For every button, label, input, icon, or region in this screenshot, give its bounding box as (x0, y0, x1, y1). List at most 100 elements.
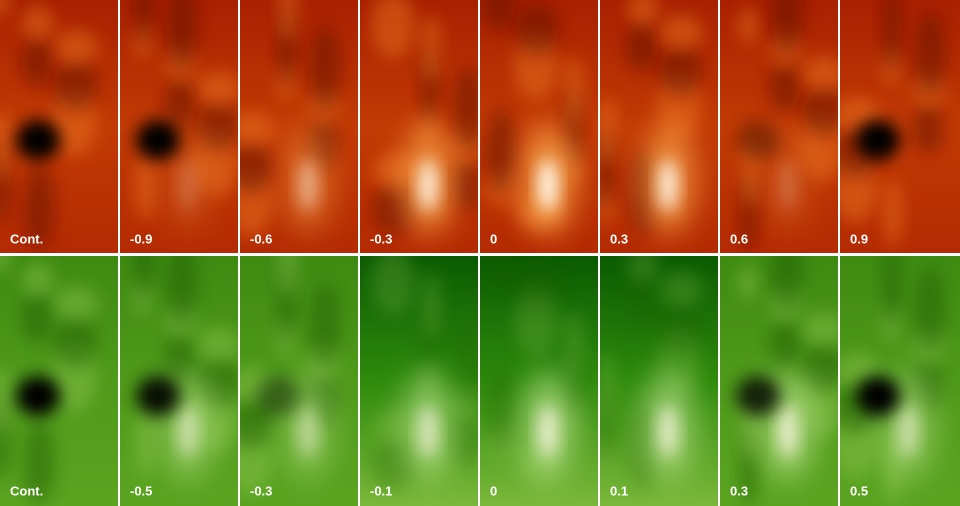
texture (166, 0, 198, 70)
texture (164, 76, 196, 128)
texture (309, 283, 341, 367)
texture (22, 6, 54, 42)
bright-core (418, 405, 438, 457)
image-panel: 0.5 (840, 256, 960, 506)
panel-label: 0.3 (730, 483, 748, 498)
panel-label: 0.9 (850, 231, 868, 246)
image-panel: -0.9 (120, 0, 238, 253)
image-panel: -0.6 (240, 0, 358, 253)
texture (658, 44, 702, 96)
dark-spot (16, 376, 60, 416)
panel-label: -0.6 (250, 231, 272, 246)
texture (883, 179, 903, 247)
panel-label: -0.3 (370, 231, 392, 246)
texture (278, 256, 298, 298)
image-panel: 0.1 (600, 256, 718, 506)
texture (802, 56, 838, 92)
texture (914, 12, 946, 96)
panel-label: -0.3 (250, 483, 272, 498)
texture (483, 0, 515, 31)
texture (421, 271, 441, 339)
texture (564, 312, 584, 380)
texture (21, 291, 53, 343)
texture (515, 259, 559, 311)
texture (738, 8, 758, 44)
bright-core (298, 159, 318, 211)
dark-spot (16, 120, 60, 160)
dark-spot (856, 120, 900, 160)
bright-core (778, 405, 798, 457)
texture (515, 3, 559, 55)
image-panel: 0.6 (720, 0, 838, 253)
texture (278, 0, 298, 42)
texture (771, 256, 803, 311)
texture (450, 158, 478, 210)
texture (485, 109, 517, 193)
bright-core (418, 159, 438, 211)
texture (371, 0, 415, 59)
texture (485, 365, 517, 449)
dark-spot (736, 120, 780, 160)
texture (309, 27, 341, 111)
texture (23, 165, 55, 249)
image-panel: 0 (480, 0, 598, 253)
texture (801, 85, 838, 137)
texture (0, 368, 12, 436)
bright-core (178, 159, 198, 211)
image-panel: -0.3 (240, 256, 358, 506)
image-panel: Cont. (0, 256, 118, 506)
texture (600, 353, 617, 421)
texture (197, 71, 238, 107)
bright-core (778, 159, 798, 211)
image-panel: 0 (480, 256, 598, 506)
panel-label: -0.9 (130, 231, 152, 246)
bright-core (658, 159, 678, 211)
texture (371, 256, 415, 315)
texture (135, 153, 155, 221)
image-panel: 0.9 (840, 0, 960, 253)
texture (802, 312, 838, 348)
dark-spot (136, 376, 180, 416)
texture (421, 15, 441, 83)
image-panel: -0.3 (360, 0, 478, 253)
panel-label: 0.1 (610, 483, 628, 498)
image-panel: -0.1 (360, 256, 478, 506)
bright-core (658, 405, 678, 457)
texture (452, 68, 478, 152)
bright-core (898, 405, 918, 457)
texture (134, 0, 154, 46)
texture (771, 0, 803, 55)
dark-spot (136, 120, 180, 160)
texture (240, 141, 273, 193)
texture (0, 0, 10, 18)
texture (54, 30, 98, 66)
texture (452, 324, 478, 408)
dark-spot (856, 376, 900, 416)
texture (0, 112, 12, 180)
image-panel: 0.3 (600, 0, 718, 253)
texture (0, 256, 10, 274)
texture (21, 35, 53, 87)
image-panel: -0.5 (120, 256, 238, 506)
texture (627, 0, 659, 27)
dark-spot (736, 376, 780, 416)
panel-label: 0 (490, 231, 497, 246)
panel-label: 0.5 (850, 483, 868, 498)
texture (54, 286, 98, 322)
texture (22, 262, 54, 298)
texture (197, 327, 238, 363)
panel-label: 0 (490, 483, 497, 498)
texture (135, 409, 155, 477)
texture (450, 414, 478, 466)
texture (134, 256, 154, 302)
panel-label: Cont. (10, 483, 43, 498)
texture (912, 102, 944, 154)
texture (738, 264, 758, 300)
bright-core (538, 159, 558, 211)
image-panel: Cont. (0, 0, 118, 253)
texture (882, 256, 902, 328)
panel-label: -0.5 (130, 483, 152, 498)
panel-label: -0.1 (370, 483, 392, 498)
texture (658, 300, 702, 352)
